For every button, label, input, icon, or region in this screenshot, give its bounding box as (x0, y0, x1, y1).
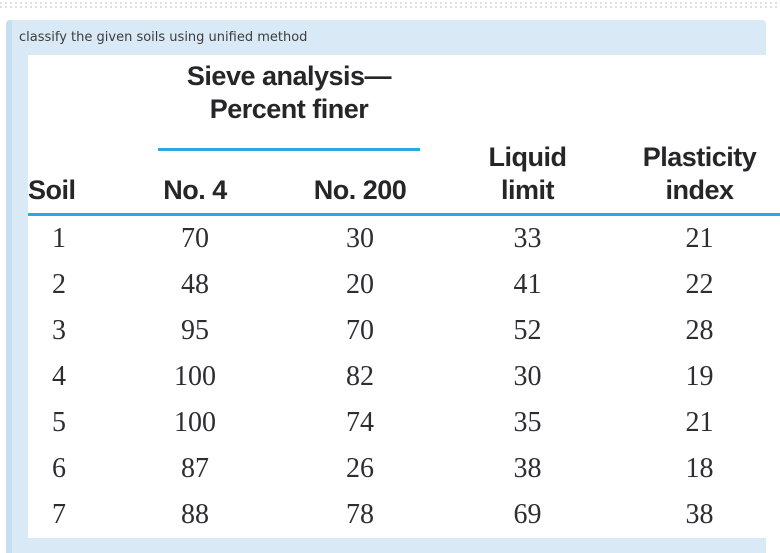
cell-no4: 48 (181, 269, 209, 300)
table-header: Sieve analysis— Percent finer Soil No. 4… (28, 55, 780, 213)
table-row: 7 88 78 69 38 (28, 492, 780, 538)
cell-soil: 3 (52, 315, 66, 346)
cell-liquid-limit: 35 (513, 407, 542, 438)
cell-liquid-limit: 41 (513, 269, 542, 300)
col-header-plasticity-line2: index (665, 175, 734, 205)
cell-soil: 6 (52, 453, 66, 484)
cell-soil: 5 (52, 407, 66, 438)
spanner-underline-rule (158, 148, 420, 151)
cell-no4: 100 (174, 361, 216, 392)
cell-no4: 88 (181, 499, 209, 530)
cell-plasticity-index: 28 (685, 315, 714, 346)
question-text: classify the given soils using unified m… (19, 30, 308, 45)
col-header-no4: No. 4 (163, 175, 227, 205)
cell-plasticity-index: 19 (685, 361, 714, 392)
cell-plasticity-index: 21 (685, 223, 714, 254)
column-headers: Soil No. 4 No. 200 Liquid limit Plastici… (28, 141, 780, 207)
cell-no200: 26 (346, 453, 374, 484)
cell-soil: 2 (52, 269, 66, 300)
col-header-liquid-line1: Liquid (488, 142, 567, 172)
question-panel: classify the given soils using unified m… (6, 20, 780, 553)
table-row: 4 100 82 30 19 (28, 354, 780, 400)
col-header-liquid-limit: Liquid limit (440, 141, 615, 207)
cell-liquid-limit: 69 (513, 499, 542, 530)
table-row: 6 87 26 38 18 (28, 446, 780, 492)
cell-liquid-limit: 33 (513, 223, 542, 254)
cell-no200: 82 (346, 361, 374, 392)
spanner-line1: Sieve analysis— (186, 61, 392, 91)
dotted-border-strip (0, 2, 780, 10)
table-body: 1 70 30 33 21 2 48 20 41 22 3 95 70 52 2… (28, 216, 780, 538)
col-header-plasticity-line1: Plasticity (642, 142, 757, 172)
table-row: 3 95 70 52 28 (28, 308, 780, 354)
spanner-heading: Sieve analysis— Percent finer (139, 60, 439, 126)
cell-no200: 20 (346, 269, 374, 300)
cell-no4: 70 (181, 223, 209, 254)
soils-table-card: Sieve analysis— Percent finer Soil No. 4… (28, 55, 780, 538)
cell-liquid-limit: 52 (513, 315, 542, 346)
cell-no4: 100 (174, 407, 216, 438)
cell-plasticity-index: 18 (685, 453, 714, 484)
cell-no4: 87 (181, 453, 209, 484)
cell-plasticity-index: 21 (685, 407, 714, 438)
spanner-line2: Percent finer (209, 94, 369, 124)
table-row: 5 100 74 35 21 (28, 400, 780, 446)
cell-no200: 30 (346, 223, 374, 254)
cell-no200: 70 (346, 315, 374, 346)
cell-no200: 78 (346, 499, 374, 530)
header-divider-rule (28, 213, 780, 216)
cell-liquid-limit: 30 (513, 361, 542, 392)
col-header-soil: Soil (28, 175, 76, 205)
cell-soil: 1 (52, 223, 66, 254)
cell-soil: 7 (52, 499, 66, 530)
col-header-no200: No. 200 (313, 175, 407, 205)
cell-no4: 95 (181, 315, 209, 346)
table-row: 1 70 30 33 21 (28, 216, 780, 262)
cell-plasticity-index: 38 (685, 499, 714, 530)
cell-soil: 4 (52, 361, 66, 392)
cell-liquid-limit: 38 (513, 453, 542, 484)
col-header-liquid-line2: limit (500, 175, 555, 205)
col-header-plasticity-index: Plasticity index (615, 141, 780, 207)
table-row: 2 48 20 41 22 (28, 262, 780, 308)
cell-plasticity-index: 22 (685, 269, 714, 300)
cell-no200: 74 (346, 407, 374, 438)
